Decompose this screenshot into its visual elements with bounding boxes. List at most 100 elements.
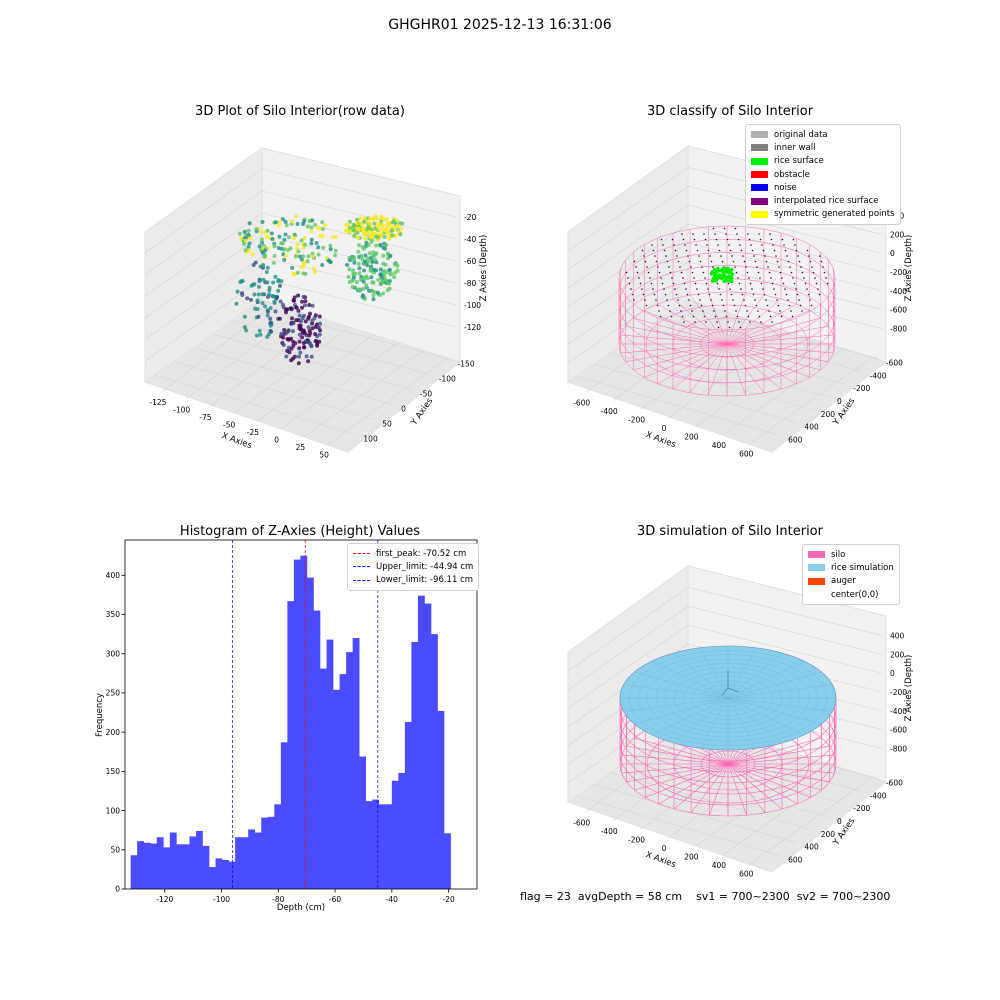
panel2-surface-point	[685, 249, 688, 252]
panel4-x-gridline	[750, 777, 873, 864]
panel2-surface-point	[694, 321, 696, 323]
panel1-point	[242, 314, 247, 319]
panel4-tick-labels: -600-400-20002004006006004002000-200-400…	[573, 631, 907, 878]
panel2-surface-point	[778, 266, 780, 268]
panel4-legend-label: center(0,0)	[831, 589, 879, 600]
panel4-x-tick-label: 200	[684, 853, 699, 862]
panel2-rice-point	[721, 267, 725, 271]
panel2-surface-point	[795, 249, 798, 252]
panel2-gridlines	[567, 167, 883, 444]
panel3-y-tick-label: 150	[106, 767, 121, 776]
panel1-z-gridline	[261, 168, 457, 218]
panel1-point	[306, 314, 311, 319]
panel1-point	[301, 294, 306, 299]
panel4-y-gridline	[576, 795, 781, 856]
panel1-point	[375, 290, 380, 295]
panel1-point	[357, 243, 362, 248]
panel2-x-gridline	[722, 348, 844, 436]
panel1-point	[313, 313, 318, 318]
panel2-surface-point	[642, 293, 645, 296]
panel1-point	[397, 229, 401, 234]
panel2-surface-point	[664, 293, 667, 296]
panel2-y-tick-label: 0	[837, 397, 842, 406]
panel2-surface-point	[750, 244, 752, 246]
panel1-point	[302, 331, 307, 336]
panel1-point	[368, 256, 373, 261]
panel1-point	[263, 304, 267, 309]
panel3-legend-label: first_peak: -70.52 cm	[376, 548, 467, 559]
panel1-z-gridline	[144, 212, 263, 297]
panel1-point	[387, 281, 392, 286]
panel3-bar	[431, 634, 438, 889]
panel2-x-tick-label: 400	[712, 441, 727, 450]
panel2-surface-point	[826, 282, 829, 285]
panel2-surface-point	[789, 266, 791, 268]
panel1-point	[263, 253, 267, 258]
panel2-floor-ring	[699, 330, 755, 358]
panel2-surface-point	[806, 288, 808, 290]
panel4-legend-item: rice simulation	[808, 561, 894, 574]
panel1-point	[278, 283, 282, 288]
panel1-point	[321, 245, 326, 250]
panel1-point	[367, 288, 372, 293]
panel4-zlabel: Z Axies (Depth)	[904, 655, 914, 722]
panel3-bar	[195, 830, 203, 889]
panel2-x-gridline	[585, 304, 703, 393]
panel1-point	[385, 288, 390, 293]
panel1-scatter-points	[234, 214, 405, 366]
panel3-bar	[372, 799, 380, 889]
panel1-point	[284, 354, 289, 359]
panel2-surface-point	[742, 255, 744, 257]
panel2-surface-point	[678, 304, 681, 307]
panel1-point	[370, 280, 375, 285]
panel2-surface-point	[647, 271, 650, 274]
panel2-surface-point	[804, 282, 807, 285]
panel1-point	[309, 241, 314, 246]
panel1-point	[292, 354, 297, 359]
panel1-point	[297, 332, 302, 337]
panel2-x-tick-label: -200	[628, 415, 645, 424]
panel4-legend-item: silo	[808, 548, 894, 561]
panel1-x-tick-label: 50	[319, 450, 329, 459]
panel1-point	[276, 279, 281, 284]
panel2-surface-point	[656, 304, 659, 307]
panel2-zlabel: Z Axies (Depth)	[904, 235, 914, 302]
panel2-surface-point	[718, 249, 721, 252]
panel1-point	[260, 292, 265, 297]
panel2-legend-label: inner wall	[774, 142, 816, 153]
panel1-point	[383, 262, 388, 267]
panel2-surface-point	[686, 293, 689, 296]
panel2-surface-point	[666, 260, 669, 263]
panel2-surface-point	[679, 266, 681, 268]
panel2-surface-point	[792, 238, 795, 241]
panel2-surface-point	[743, 299, 745, 301]
panel4-rice-mesh	[623, 697, 729, 712]
panel4-y-tick-label: -600	[886, 778, 903, 787]
panel4-legend-item: center(0,0)	[808, 588, 894, 601]
panel2-surface-point	[702, 271, 705, 274]
panel1-point	[373, 214, 378, 219]
panel2-z-gridline	[567, 223, 689, 308]
panel1-point	[367, 221, 372, 226]
panel2-surface-point	[784, 249, 787, 252]
panel1-point	[351, 228, 356, 233]
panel3-bar	[411, 641, 419, 889]
panel2-surface-point	[800, 266, 802, 268]
panel1-y-tick-label: 100	[363, 435, 378, 444]
panel2-surface-point	[703, 233, 705, 235]
panel1-point	[395, 268, 400, 273]
panel3-legend-item: Upper_limit: -44.94 cm	[353, 560, 473, 573]
panel2-surface-point	[717, 244, 719, 246]
panel1-point	[307, 303, 312, 307]
panel2-surface-point	[708, 293, 711, 296]
panel2-surface-point	[776, 299, 778, 301]
panel1-point	[312, 270, 317, 275]
panel2-surface-point	[721, 299, 723, 301]
panel1-point	[371, 250, 376, 255]
panel4-legend-item: auger	[808, 575, 894, 588]
panel1-point	[237, 231, 242, 236]
panel1-point	[271, 260, 276, 265]
panel1-point	[261, 277, 266, 282]
panel1-point	[289, 219, 294, 224]
panel2-z-gridline	[567, 204, 689, 289]
